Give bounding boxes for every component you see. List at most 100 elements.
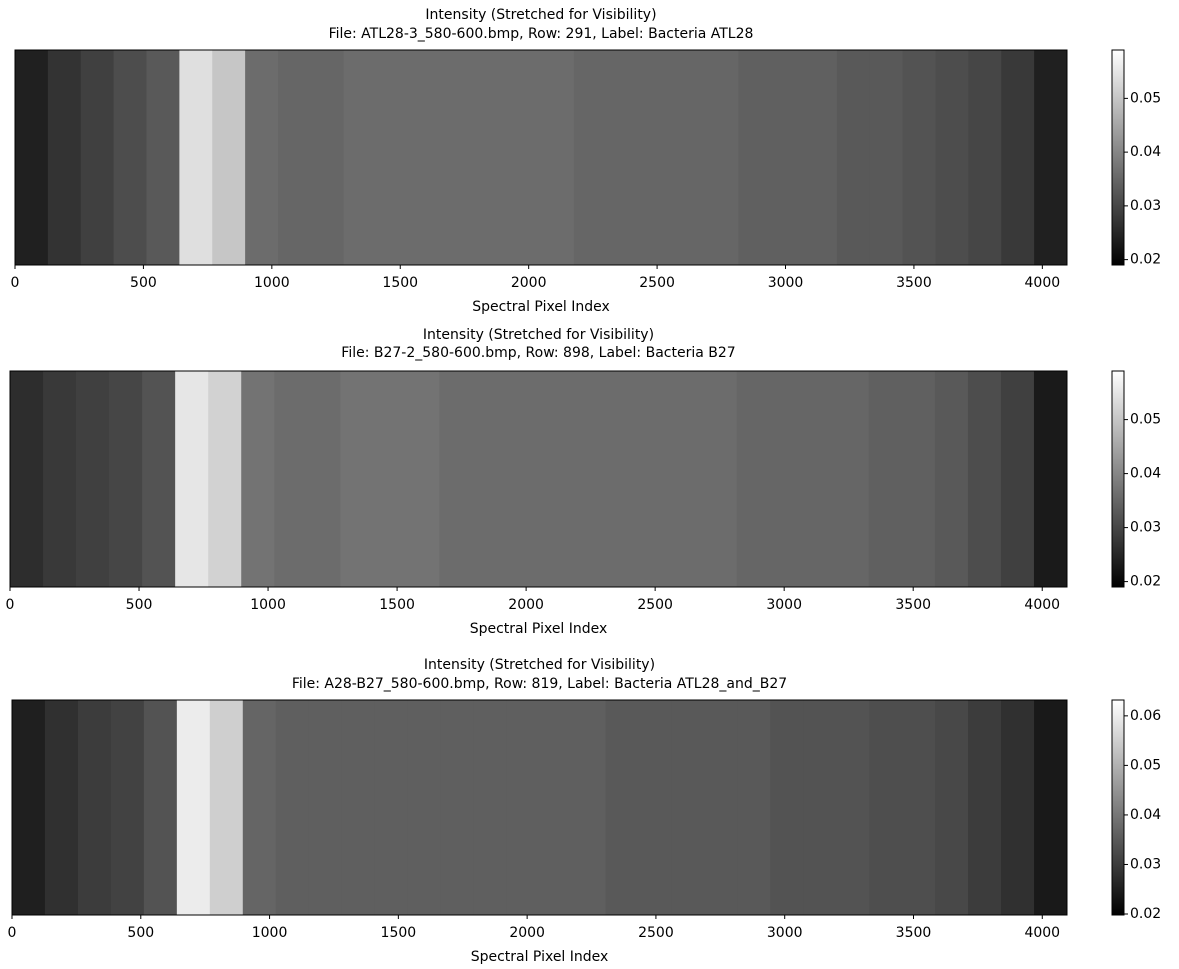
intensity-cell: [639, 50, 673, 265]
colorbar-tick-label: 0.04: [1130, 807, 1161, 823]
intensity-cell: [771, 50, 805, 265]
intensity-cell: [1033, 371, 1068, 587]
colorbar-tick-label: 0.02: [1130, 906, 1161, 922]
intensity-cell: [1034, 50, 1068, 265]
intensity-cell: [15, 50, 49, 265]
colorbar-tick-label: 0.02: [1130, 252, 1161, 268]
intensity-cell: [43, 371, 77, 587]
x-tick-label: 4000: [1024, 597, 1060, 613]
intensity-cell: [146, 50, 180, 265]
intensity-cell: [439, 371, 473, 587]
x-tick-label: 1500: [382, 275, 418, 291]
intensity-cell: [209, 700, 244, 915]
intensity-cell: [836, 50, 871, 265]
x-tick-label: 1500: [381, 925, 417, 941]
x-tick-label: 1000: [250, 597, 286, 613]
intensity-cell: [637, 371, 672, 587]
x-axis-label: Spectral Pixel Index: [470, 621, 608, 637]
intensity-cell: [705, 50, 739, 265]
intensity-cell: [869, 700, 903, 915]
intensity-cell: [736, 371, 771, 587]
x-tick-label: 3000: [768, 275, 804, 291]
colorbar: [1111, 699, 1125, 916]
intensity-cell: [1001, 700, 1035, 915]
colorbar-tick-label: 0.05: [1130, 412, 1161, 428]
intensity-cell: [868, 371, 903, 587]
intensity-cell: [242, 700, 277, 915]
intensity-cell: [406, 371, 440, 587]
x-tick-label: 1000: [252, 925, 288, 941]
x-tick-label: 500: [130, 275, 157, 291]
colorbar-tick-label: 0.04: [1130, 144, 1161, 160]
intensity-cell: [541, 50, 575, 265]
x-tick-label: 3500: [896, 925, 932, 941]
intensity-cell: [506, 700, 540, 915]
intensity-cell: [968, 50, 1002, 265]
intensity-cell: [442, 50, 476, 265]
chart-title: Intensity (Stretched for Visibility): [424, 657, 655, 673]
intensity-cell: [967, 371, 1002, 587]
colorbar: [1111, 49, 1125, 266]
intensity-cell: [407, 700, 442, 915]
intensity-cell: [803, 700, 837, 915]
intensity-cell: [538, 371, 573, 587]
x-tick-label: 0: [8, 925, 17, 941]
intensity-cell: [278, 50, 312, 265]
intensity-cell: [343, 50, 378, 265]
colorbar: [1111, 370, 1125, 588]
intensity-cell: [934, 371, 969, 587]
intensity-cell: [1034, 700, 1068, 915]
x-tick-label: 1500: [379, 597, 415, 613]
x-tick-label: 1000: [254, 275, 290, 291]
intensity-cell: [47, 50, 82, 265]
intensity-cell: [208, 371, 242, 587]
x-tick-label: 500: [126, 597, 153, 613]
intensity-cell: [573, 50, 608, 265]
intensity-cell: [76, 371, 110, 587]
x-axis-label: Spectral Pixel Index: [472, 299, 610, 315]
intensity-cell: [769, 371, 804, 587]
intensity-cell: [572, 700, 606, 915]
chart-subtitle: File: A28-B27_580-600.bmp, Row: 819, Lab…: [292, 676, 787, 692]
x-tick-label: 3500: [895, 597, 931, 613]
x-tick-label: 2000: [511, 275, 547, 291]
intensity-cell: [869, 50, 904, 265]
intensity-cell: [935, 50, 969, 265]
intensity-cell: [672, 50, 706, 265]
x-tick-label: 2500: [637, 597, 673, 613]
colorbar-tick-label: 0.06: [1130, 708, 1161, 724]
intensity-cell: [968, 700, 1002, 915]
intensity-cell: [1000, 371, 1035, 587]
colorbar-tick-label: 0.03: [1130, 198, 1161, 214]
intensity-cell: [901, 371, 936, 587]
x-axis-label: Spectral Pixel Index: [471, 949, 609, 965]
x-tick-label: 4000: [1024, 925, 1060, 941]
intensity-cell: [671, 700, 705, 915]
intensity-cell: [605, 700, 639, 915]
intensity-cell: [472, 371, 506, 587]
x-tick-label: 3500: [896, 275, 932, 291]
intensity-cell: [539, 700, 573, 915]
intensity-cell: [179, 50, 213, 265]
intensity-cell: [902, 50, 936, 265]
colorbar-tick-label: 0.03: [1130, 856, 1161, 872]
intensity-cell: [109, 371, 143, 587]
intensity-cell: [113, 50, 147, 265]
intensity-cell: [310, 50, 345, 265]
colorbar-tick-label: 0.03: [1130, 520, 1161, 536]
intensity-cell: [802, 371, 837, 587]
intensity-cell: [10, 371, 44, 587]
intensity-cell: [409, 50, 443, 265]
plot-frame: [11, 699, 1068, 916]
intensity-cell: [638, 700, 672, 915]
intensity-cell: [606, 50, 641, 265]
intensity-cell: [374, 700, 409, 915]
intensity-cell: [175, 371, 209, 587]
colorbar-tick-label: 0.02: [1130, 574, 1161, 590]
intensity-cell: [341, 700, 376, 915]
intensity-cell: [274, 371, 308, 587]
x-tick-label: 0: [6, 597, 15, 613]
intensity-cell: [340, 371, 374, 587]
x-tick-label: 500: [127, 925, 154, 941]
x-tick-label: 2500: [639, 275, 675, 291]
